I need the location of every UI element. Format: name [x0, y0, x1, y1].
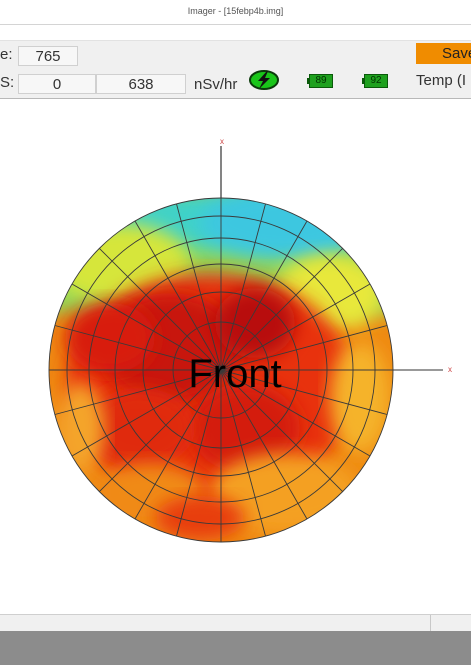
- battery-icon: 89: [307, 74, 333, 88]
- axis-top-label: x: [220, 137, 224, 146]
- toolbar: e: 765 S: 0 638 nSv/hr 89 92 Save Temp (…: [0, 40, 471, 99]
- dose-rate-unit: nSv/hr: [194, 76, 238, 93]
- power-bolt-icon: [249, 70, 279, 90]
- desktop-background: [0, 631, 471, 665]
- radiation-map-plot: x x: [0, 98, 471, 618]
- window-title-bar: Imager - [15febp4b.img]: [0, 0, 471, 25]
- temperature-label: Temp (I: [416, 72, 467, 89]
- status-bar: [0, 614, 471, 632]
- row2-value1-field[interactable]: 0: [18, 74, 96, 94]
- status-divider: [430, 615, 431, 632]
- axis-right-label: x: [448, 365, 452, 374]
- row2-label: S:: [0, 74, 15, 91]
- save-button[interactable]: Save: [416, 43, 471, 64]
- row1-label: e:: [0, 46, 13, 63]
- polar-grid: [48, 197, 394, 543]
- row1-value-field[interactable]: 765: [18, 46, 78, 66]
- plot-orientation-label: Front: [188, 352, 281, 396]
- battery-icon: 92: [362, 74, 388, 88]
- row2-value2-field[interactable]: 638: [96, 74, 186, 94]
- window-title: Imager - [15febp4b.img]: [187, 6, 284, 16]
- polar-heatmap: x x: [48, 137, 452, 543]
